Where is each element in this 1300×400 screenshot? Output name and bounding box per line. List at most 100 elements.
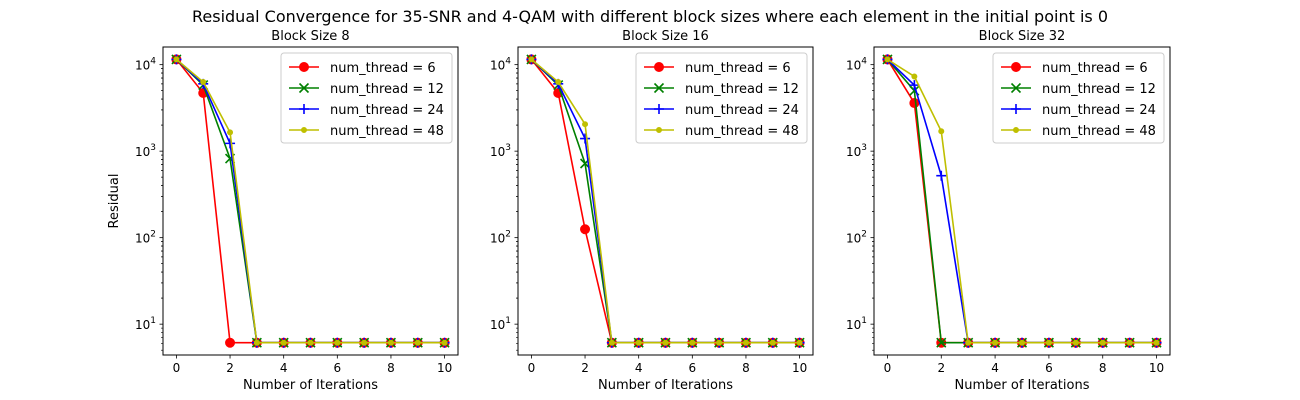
legend-marker — [1011, 104, 1021, 114]
data-point — [1126, 339, 1133, 346]
legend-marker — [656, 127, 662, 133]
data-point — [555, 79, 562, 86]
data-point — [936, 170, 947, 181]
legend-label: num_thread = 48 — [685, 124, 799, 139]
data-point — [608, 339, 615, 346]
x-tick-label: 10 — [437, 361, 452, 375]
panel-title: Block Size 16 — [622, 29, 709, 44]
x-tick-label: 10 — [1149, 361, 1164, 375]
legend-label: num_thread = 12 — [330, 82, 444, 97]
legend-marker — [654, 104, 664, 114]
data-point — [884, 56, 891, 63]
x-tick-label: 8 — [1099, 361, 1107, 375]
data-point — [334, 339, 341, 346]
axes-frame — [517, 46, 814, 356]
y-tick-label: 103 — [846, 143, 867, 159]
legend-box — [635, 52, 808, 144]
legend: num_thread = 6 num_thread = 12 num_thread … — [992, 52, 1165, 144]
x-tick-label: 4 — [280, 361, 288, 375]
legend-marker — [299, 62, 309, 72]
y-axis-label: Residual — [107, 174, 122, 229]
data-point — [909, 80, 920, 91]
legend-marker — [654, 62, 664, 72]
x-axis-label: Number of Iterations — [598, 378, 733, 393]
legend-marker — [1010, 82, 1022, 94]
data-point — [414, 339, 421, 346]
y-tick-label: 102 — [490, 230, 511, 246]
x-tick-label: 6 — [688, 361, 696, 375]
data-point — [200, 79, 207, 86]
legend-label: num_thread = 48 — [330, 124, 444, 139]
legend-label: num_thread = 12 — [685, 82, 799, 97]
x-tick-label: 8 — [387, 361, 395, 375]
legend-marker — [301, 127, 307, 133]
y-tick-label: 104 — [846, 57, 867, 73]
data-point — [1072, 339, 1079, 346]
y-tick-label: 104 — [490, 57, 511, 73]
data-point — [528, 56, 535, 63]
legend-marker — [1013, 127, 1019, 133]
x-tick-label: 4 — [635, 361, 643, 375]
legend-label: num_thread = 6 — [330, 61, 436, 76]
data-point — [307, 339, 314, 346]
data-point — [938, 128, 945, 135]
data-point — [580, 133, 591, 144]
legend: num_thread = 6 num_thread = 12 num_thread … — [635, 52, 808, 144]
x-tick-label: 2 — [937, 361, 945, 375]
data-point — [909, 98, 920, 109]
panel-title: Block Size 8 — [271, 29, 349, 44]
legend-label: num_thread = 48 — [1042, 124, 1156, 139]
data-point — [227, 129, 234, 136]
y-tick-label: 102 — [135, 230, 156, 246]
y-tick-label: 103 — [135, 143, 156, 159]
data-point — [253, 339, 260, 346]
legend-label: num_thread = 6 — [1042, 61, 1148, 76]
legend-label: num_thread = 24 — [685, 103, 799, 118]
y-tick-label: 101 — [490, 316, 511, 332]
data-point — [796, 339, 803, 346]
x-tick-label: 0 — [884, 361, 892, 375]
x-tick-label: 2 — [226, 361, 234, 375]
legend-marker — [298, 82, 310, 94]
y-tick-label: 101 — [135, 316, 156, 332]
legend-marker — [1011, 62, 1021, 72]
y-tick-label: 102 — [846, 230, 867, 246]
x-tick-label: 8 — [742, 361, 750, 375]
data-point — [280, 339, 287, 346]
x-axis-label: Number of Iterations — [243, 378, 378, 393]
data-point — [582, 121, 589, 128]
panel-title: Block Size 32 — [979, 29, 1066, 44]
legend-label: num_thread = 24 — [1042, 103, 1156, 118]
data-point — [635, 339, 642, 346]
y-tick-label: 101 — [846, 316, 867, 332]
x-axis-label: Number of Iterations — [955, 378, 1090, 393]
data-point — [580, 224, 591, 235]
chart-panel-2: Block Size 16 101 102 103 104 0 2 4 6 8 10 Number o… — [490, 29, 814, 393]
legend-box — [992, 52, 1165, 144]
data-point — [225, 138, 236, 149]
legend-marker — [653, 82, 665, 94]
x-tick-label: 6 — [333, 361, 341, 375]
data-point — [361, 339, 368, 346]
data-point — [173, 56, 180, 63]
legend-marker — [299, 104, 309, 114]
legend-label: num_thread = 6 — [685, 61, 791, 76]
data-point — [1153, 339, 1160, 346]
chart-panel-3: Block Size 32 101 102 103 104 0 2 4 6 8 10 Number o… — [846, 29, 1171, 393]
figure-suptitle: Residual Convergence for 35-SNR and 4-QA… — [192, 7, 1108, 26]
legend-label: num_thread = 24 — [330, 103, 444, 118]
data-point — [1099, 339, 1106, 346]
x-tick-label: 2 — [581, 361, 589, 375]
data-point — [662, 339, 669, 346]
data-point — [911, 73, 918, 80]
x-tick-label: 0 — [528, 361, 536, 375]
y-tick-label: 104 — [135, 57, 156, 73]
x-tick-label: 0 — [173, 361, 181, 375]
axes-frame — [162, 46, 459, 356]
legend-label: num_thread = 12 — [1042, 82, 1156, 97]
data-point — [716, 339, 723, 346]
x-tick-label: 4 — [991, 361, 999, 375]
chart-panel-1: Block Size 8 101 102 103 104 0 2 4 6 8 10 Number of… — [107, 29, 459, 393]
x-tick-label: 10 — [792, 361, 807, 375]
